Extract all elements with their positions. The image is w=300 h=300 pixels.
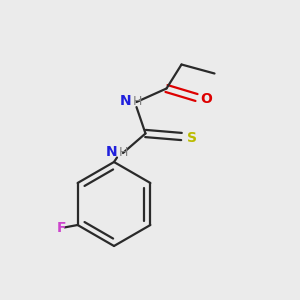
Text: H: H bbox=[119, 146, 129, 159]
Text: H: H bbox=[133, 94, 142, 108]
Text: F: F bbox=[56, 221, 66, 235]
Text: N: N bbox=[120, 94, 131, 108]
Text: S: S bbox=[187, 131, 197, 145]
Text: N: N bbox=[106, 145, 118, 159]
Text: O: O bbox=[200, 92, 212, 106]
